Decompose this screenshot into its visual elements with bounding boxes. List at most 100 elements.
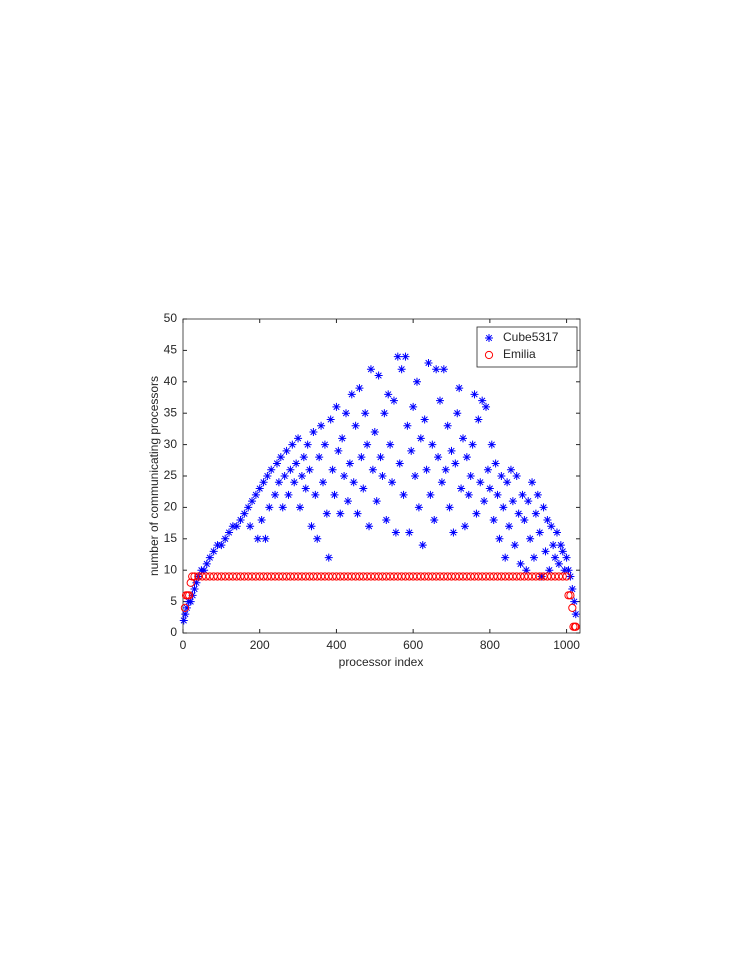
- point: [349, 478, 358, 487]
- point: [271, 490, 280, 499]
- point: [330, 490, 339, 499]
- y-tick-label: 15: [164, 531, 178, 545]
- point: [232, 522, 241, 531]
- point: [556, 541, 565, 550]
- point: [506, 465, 515, 474]
- point: [535, 528, 544, 537]
- point: [320, 440, 329, 449]
- point: [533, 490, 542, 499]
- point: [221, 534, 230, 543]
- point: [372, 497, 381, 506]
- point: [261, 534, 270, 543]
- point: [251, 490, 260, 499]
- point: [244, 503, 253, 512]
- point: [292, 459, 301, 468]
- point: [322, 509, 331, 518]
- point: [290, 478, 299, 487]
- point: [472, 509, 481, 518]
- point: [347, 390, 356, 399]
- point: [529, 553, 538, 562]
- point: [311, 490, 320, 499]
- x-tick-label: 0: [180, 638, 187, 652]
- point: [409, 402, 418, 411]
- point: [570, 597, 579, 606]
- point: [405, 528, 414, 537]
- point: [267, 465, 276, 474]
- point: [407, 446, 416, 455]
- point: [253, 534, 262, 543]
- point: [558, 547, 567, 556]
- point: [457, 484, 466, 493]
- point: [537, 572, 546, 581]
- point: [435, 396, 444, 405]
- point: [508, 497, 517, 506]
- point: [501, 553, 510, 562]
- point: [263, 472, 272, 480]
- x-axis-label: processor index: [339, 655, 424, 669]
- point: [319, 478, 328, 487]
- point: [468, 440, 477, 449]
- point: [255, 484, 264, 493]
- point: [393, 352, 402, 361]
- y-tick-label: 35: [164, 405, 178, 419]
- point: [478, 396, 487, 405]
- point: [240, 509, 249, 518]
- point: [185, 591, 194, 600]
- point: [179, 616, 188, 625]
- point: [305, 465, 314, 474]
- legend-marker: [485, 334, 493, 342]
- point: [552, 528, 561, 537]
- point: [510, 541, 519, 550]
- point: [439, 365, 448, 374]
- point: [192, 578, 201, 587]
- point: [401, 352, 410, 361]
- point: [483, 465, 492, 474]
- point: [368, 465, 377, 474]
- point: [491, 459, 500, 468]
- point: [186, 597, 195, 606]
- point: [426, 490, 435, 499]
- point: [366, 365, 375, 374]
- point: [487, 440, 496, 449]
- point: [326, 415, 335, 424]
- point: [485, 484, 494, 493]
- x-tick-label: 800: [480, 638, 500, 652]
- point: [568, 585, 577, 594]
- point: [541, 547, 550, 556]
- point: [562, 572, 571, 581]
- point: [411, 472, 420, 480]
- point: [236, 515, 245, 524]
- point: [299, 453, 308, 462]
- point: [460, 522, 469, 531]
- point: [564, 566, 573, 575]
- point: [412, 377, 421, 386]
- point: [359, 484, 368, 493]
- point: [434, 453, 443, 462]
- point: [520, 515, 529, 524]
- point: [384, 390, 393, 399]
- point: [180, 603, 190, 612]
- point: [568, 603, 577, 612]
- point: [512, 472, 521, 480]
- point: [543, 515, 552, 524]
- point: [514, 509, 523, 518]
- point: [503, 478, 512, 487]
- point: [342, 409, 351, 418]
- point: [376, 453, 385, 462]
- point: [190, 585, 199, 594]
- point: [386, 440, 395, 449]
- point: [470, 390, 479, 399]
- point: [545, 566, 554, 575]
- point: [389, 396, 398, 405]
- point: [382, 515, 391, 524]
- point: [182, 603, 191, 612]
- point: [324, 553, 333, 562]
- point: [276, 453, 285, 462]
- point: [357, 453, 366, 462]
- y-tick-label: 45: [164, 343, 178, 357]
- x-tick-label: 600: [403, 638, 423, 652]
- point: [317, 421, 326, 430]
- point: [365, 522, 374, 531]
- y-tick-label: 10: [164, 562, 178, 576]
